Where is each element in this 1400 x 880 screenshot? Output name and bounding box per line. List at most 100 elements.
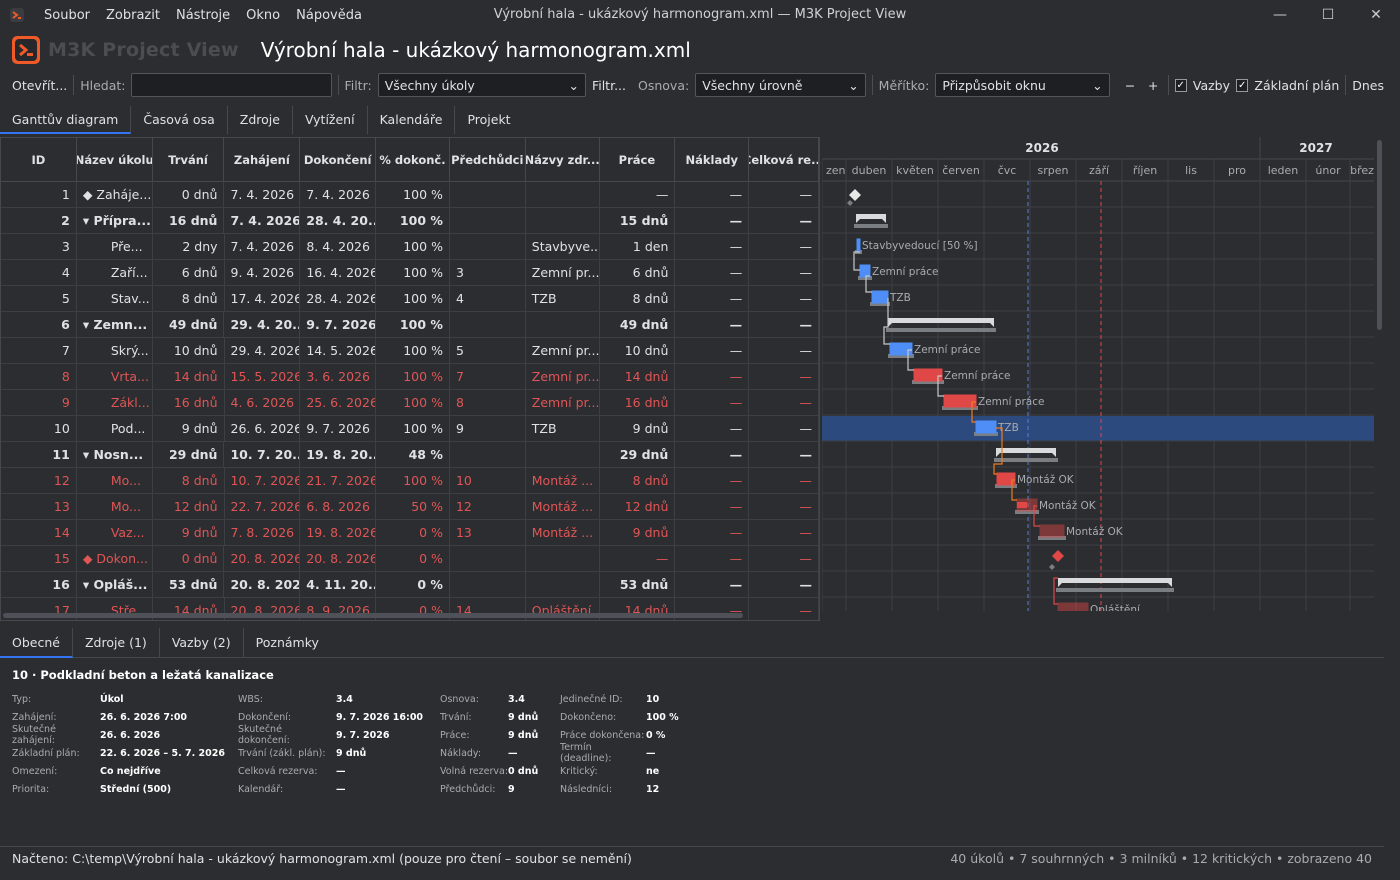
menu-okno[interactable]: Okno	[246, 7, 281, 23]
col-header-percent[interactable]: % dokonč.	[376, 138, 450, 181]
table-row[interactable]: 1 ◆ Zaháje... 0 dnů 7. 4. 2026 7. 4. 2026 100…	[1, 182, 819, 208]
tab-timeline[interactable]: Časová osa	[131, 106, 228, 134]
search-input[interactable]	[131, 73, 332, 97]
outline-select[interactable]: Všechny úrovně ⌄	[695, 73, 866, 97]
table-row[interactable]: 9 Zákl... 16 dnů 4. 6. 2026 25. 6. 2026 100 %…	[1, 390, 819, 416]
table-row[interactable]: 12 Mo... 8 dnů 10. 7. 2026 21. 7. 2026 100 % 1…	[1, 468, 819, 494]
today-button[interactable]: Dnes	[1352, 77, 1384, 93]
horizontal-scrollbar[interactable]	[3, 613, 743, 618]
cell-res: Montáž ...	[526, 494, 600, 519]
menu-nastroje[interactable]: Nástroje	[175, 7, 231, 23]
filter-value: Všechny úkoly	[384, 77, 475, 93]
detail-key: Dokončeno:	[560, 711, 617, 723]
table-row[interactable]: 11 ▾ Nosn... 29 dnů 10. 7. 20... 19. 8. 20..…	[1, 442, 819, 468]
filter-button[interactable]: Filtr...	[591, 77, 626, 93]
tab-detail-resources[interactable]: Zdroje (1)	[73, 627, 160, 658]
col-header-finish[interactable]: Dokončení	[300, 138, 377, 181]
col-header-predecessors[interactable]: Předchůdci	[450, 138, 526, 181]
detail-field: Kritický: ne	[560, 762, 679, 780]
table-row[interactable]: 7 Skrý... 10 dnů 29. 4. 2026 14. 5. 2026 100 …	[1, 338, 819, 364]
menu-zobrazit[interactable]: Zobrazit	[106, 7, 160, 23]
milestone-marker	[849, 189, 861, 201]
col-header-total-slack[interactable]: Celková re...	[749, 138, 819, 181]
table-row[interactable]: 3 Pře... 2 dny 7. 4. 2026 8. 4. 2026 100 % Sta…	[1, 234, 819, 260]
cell-pred: 13	[450, 520, 526, 545]
task-bar	[1057, 602, 1089, 611]
baseline-checkbox[interactable]: ✓	[1236, 78, 1249, 92]
cell-start: 7. 8. 2026	[225, 520, 301, 545]
tab-resources[interactable]: Zdroje	[228, 106, 293, 134]
detail-value: 26. 6. 2026 7:00	[100, 711, 188, 723]
status-summary: 40 úkolů • 7 souhrnných • 3 milníků • 12…	[950, 851, 1372, 866]
cell-id: 16	[1, 572, 77, 597]
year-label: 2027	[1299, 141, 1332, 155]
cell-pct: 48 %	[376, 442, 450, 467]
cell-pct: 100 %	[376, 260, 450, 285]
baseline-bar	[1015, 510, 1039, 514]
detail-value: 100 %	[646, 711, 679, 723]
table-row[interactable]: 13 Mo... 12 dnů 22. 7. 2026 6. 8. 2026 50 % 12…	[1, 494, 819, 520]
vertical-scrollbar[interactable]	[1377, 140, 1382, 330]
cell-fin: 9. 7. 2026	[300, 416, 377, 441]
col-header-start[interactable]: Zahájení	[224, 138, 301, 181]
cell-pred: 4	[450, 286, 526, 311]
maximize-icon[interactable]: ☐	[1321, 7, 1335, 23]
tab-gantt[interactable]: Ganttův diagram	[0, 106, 132, 134]
cell-fin: 4. 11. 20...	[300, 572, 377, 597]
divider	[871, 75, 873, 95]
baseline-bar	[994, 458, 1058, 462]
menu-soubor[interactable]: Soubor	[44, 7, 90, 23]
filter-select[interactable]: Všechny úkoly ⌄	[377, 73, 586, 97]
table-row[interactable]: 10 Pod... 9 dnů 26. 6. 2026 9. 7. 2026 100 % 9…	[1, 416, 819, 442]
table-row[interactable]: 4 Zaří... 6 dnů 9. 4. 2026 16. 4. 2026 100 % 3…	[1, 260, 819, 286]
col-header-work[interactable]: Práce	[600, 138, 676, 181]
zoom-out-button[interactable]: −	[1124, 77, 1136, 93]
tab-general[interactable]: Obecné	[0, 627, 73, 658]
open-button[interactable]: Otevřít...	[12, 77, 68, 93]
table-row[interactable]: 14 Vaz... 9 dnů 7. 8. 2026 19. 8. 2026 0 % 13 M…	[1, 520, 819, 546]
detail-field: Práce dokončena: 0 %	[560, 726, 679, 744]
detail-column: Jedinečné ID: 10 Dokončeno: 100 % Práce doko…	[560, 690, 679, 798]
cell-work: 9 dnů	[600, 520, 676, 545]
tab-calendars[interactable]: Kalendáře	[368, 106, 456, 134]
close-icon[interactable]: ✕	[1370, 7, 1382, 23]
col-header-id[interactable]: ID	[1, 138, 77, 181]
col-header-name[interactable]: Název úkolu	[77, 138, 153, 181]
table-row[interactable]: 15 ◆ Dokon... 0 dnů 20. 8. 2026 20. 8. 2026 0…	[1, 546, 819, 572]
cell-start: 26. 6. 2026	[225, 416, 301, 441]
menu-napoveda[interactable]: Nápověda	[296, 7, 362, 23]
col-header-resources[interactable]: Názvy zdr...	[526, 138, 600, 181]
col-header-cost[interactable]: Náklady	[675, 138, 750, 181]
table-row[interactable]: 6 ▾ Zemn... 49 dnů 29. 4. 20... 9. 7. 2026 10…	[1, 312, 819, 338]
links-checkbox[interactable]: ✓	[1174, 78, 1187, 92]
detail-field: Základní plán: 22. 6. 2026 – 5. 7. 2026	[12, 744, 225, 762]
table-row[interactable]: 5 Stav... 8 dnů 17. 4. 2026 28. 4. 2026 100 %…	[1, 286, 819, 312]
cell-fin: 19. 8. 2026	[300, 520, 377, 545]
cell-pred: 5	[450, 338, 526, 363]
tab-notes[interactable]: Poznámky	[255, 634, 319, 650]
cell-pred	[450, 312, 526, 337]
minimize-icon[interactable]: —	[1273, 7, 1287, 23]
cell-res: Zemní pr...	[526, 390, 600, 415]
cell-tot: —	[749, 364, 819, 389]
scale-select[interactable]: Přizpůsobit oknu ⌄	[935, 73, 1110, 97]
bar-label: Stavbyvedoucí [50 %]	[862, 240, 978, 252]
tab-usage[interactable]: Vytížení	[293, 106, 368, 134]
cell-work: 8 dnů	[600, 468, 676, 493]
col-header-duration[interactable]: Trvání	[153, 138, 225, 181]
cell-dur: 14 dnů	[153, 364, 225, 389]
tab-links[interactable]: Vazby (2)	[160, 627, 244, 658]
cell-pred: 8	[450, 390, 526, 415]
cell-dur: 8 dnů	[153, 286, 225, 311]
cell-work: 9 dnů	[600, 416, 676, 441]
cell-tot: —	[749, 494, 819, 519]
cell-work: 16 dnů	[600, 390, 676, 415]
month-label: květen	[896, 164, 934, 177]
cell-cost: —	[675, 494, 750, 519]
table-row[interactable]: 2 ▾ Přípra... 16 dnů 7. 4. 2026 28. 4. 20...…	[1, 208, 819, 234]
table-row[interactable]: 8 Vrta... 14 dnů 15. 5. 2026 3. 6. 2026 100 %…	[1, 364, 819, 390]
zoom-in-button[interactable]: +	[1147, 77, 1159, 93]
tab-project[interactable]: Projekt	[467, 112, 511, 127]
cell-pct: 50 %	[376, 494, 450, 519]
